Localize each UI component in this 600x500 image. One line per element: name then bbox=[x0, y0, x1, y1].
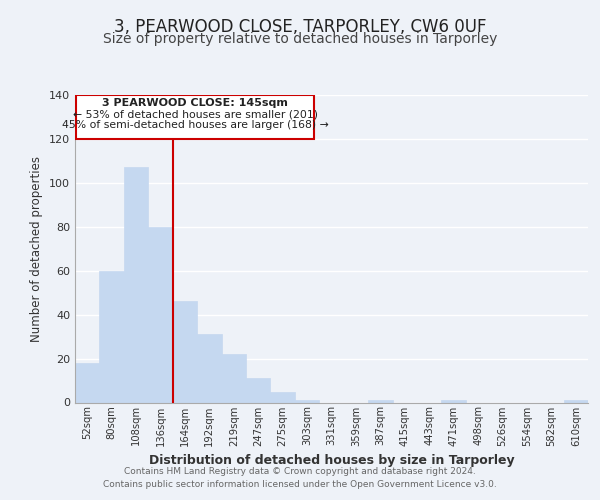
Bar bbox=[75, 363, 100, 403]
Bar bbox=[124, 168, 148, 402]
Bar bbox=[100, 270, 124, 402]
Text: ← 53% of detached houses are smaller (201): ← 53% of detached houses are smaller (20… bbox=[73, 110, 318, 120]
FancyBboxPatch shape bbox=[76, 95, 314, 139]
Text: Contains HM Land Registry data © Crown copyright and database right 2024.: Contains HM Land Registry data © Crown c… bbox=[124, 467, 476, 476]
Bar bbox=[295, 400, 319, 402]
Bar bbox=[563, 400, 588, 402]
Text: Size of property relative to detached houses in Tarporley: Size of property relative to detached ho… bbox=[103, 32, 497, 46]
Bar bbox=[148, 227, 173, 402]
Bar bbox=[197, 334, 221, 402]
X-axis label: Distribution of detached houses by size in Tarporley: Distribution of detached houses by size … bbox=[149, 454, 514, 467]
Text: 3, PEARWOOD CLOSE, TARPORLEY, CW6 0UF: 3, PEARWOOD CLOSE, TARPORLEY, CW6 0UF bbox=[114, 18, 486, 36]
Text: 3 PEARWOOD CLOSE: 145sqm: 3 PEARWOOD CLOSE: 145sqm bbox=[103, 98, 288, 108]
Bar bbox=[221, 354, 246, 403]
Y-axis label: Number of detached properties: Number of detached properties bbox=[31, 156, 43, 342]
Text: 45% of semi-detached houses are larger (168) →: 45% of semi-detached houses are larger (… bbox=[62, 120, 329, 130]
Bar bbox=[173, 302, 197, 402]
Bar bbox=[246, 378, 271, 402]
Bar bbox=[271, 392, 295, 402]
Bar bbox=[368, 400, 392, 402]
Text: Contains public sector information licensed under the Open Government Licence v3: Contains public sector information licen… bbox=[103, 480, 497, 489]
Bar bbox=[442, 400, 466, 402]
